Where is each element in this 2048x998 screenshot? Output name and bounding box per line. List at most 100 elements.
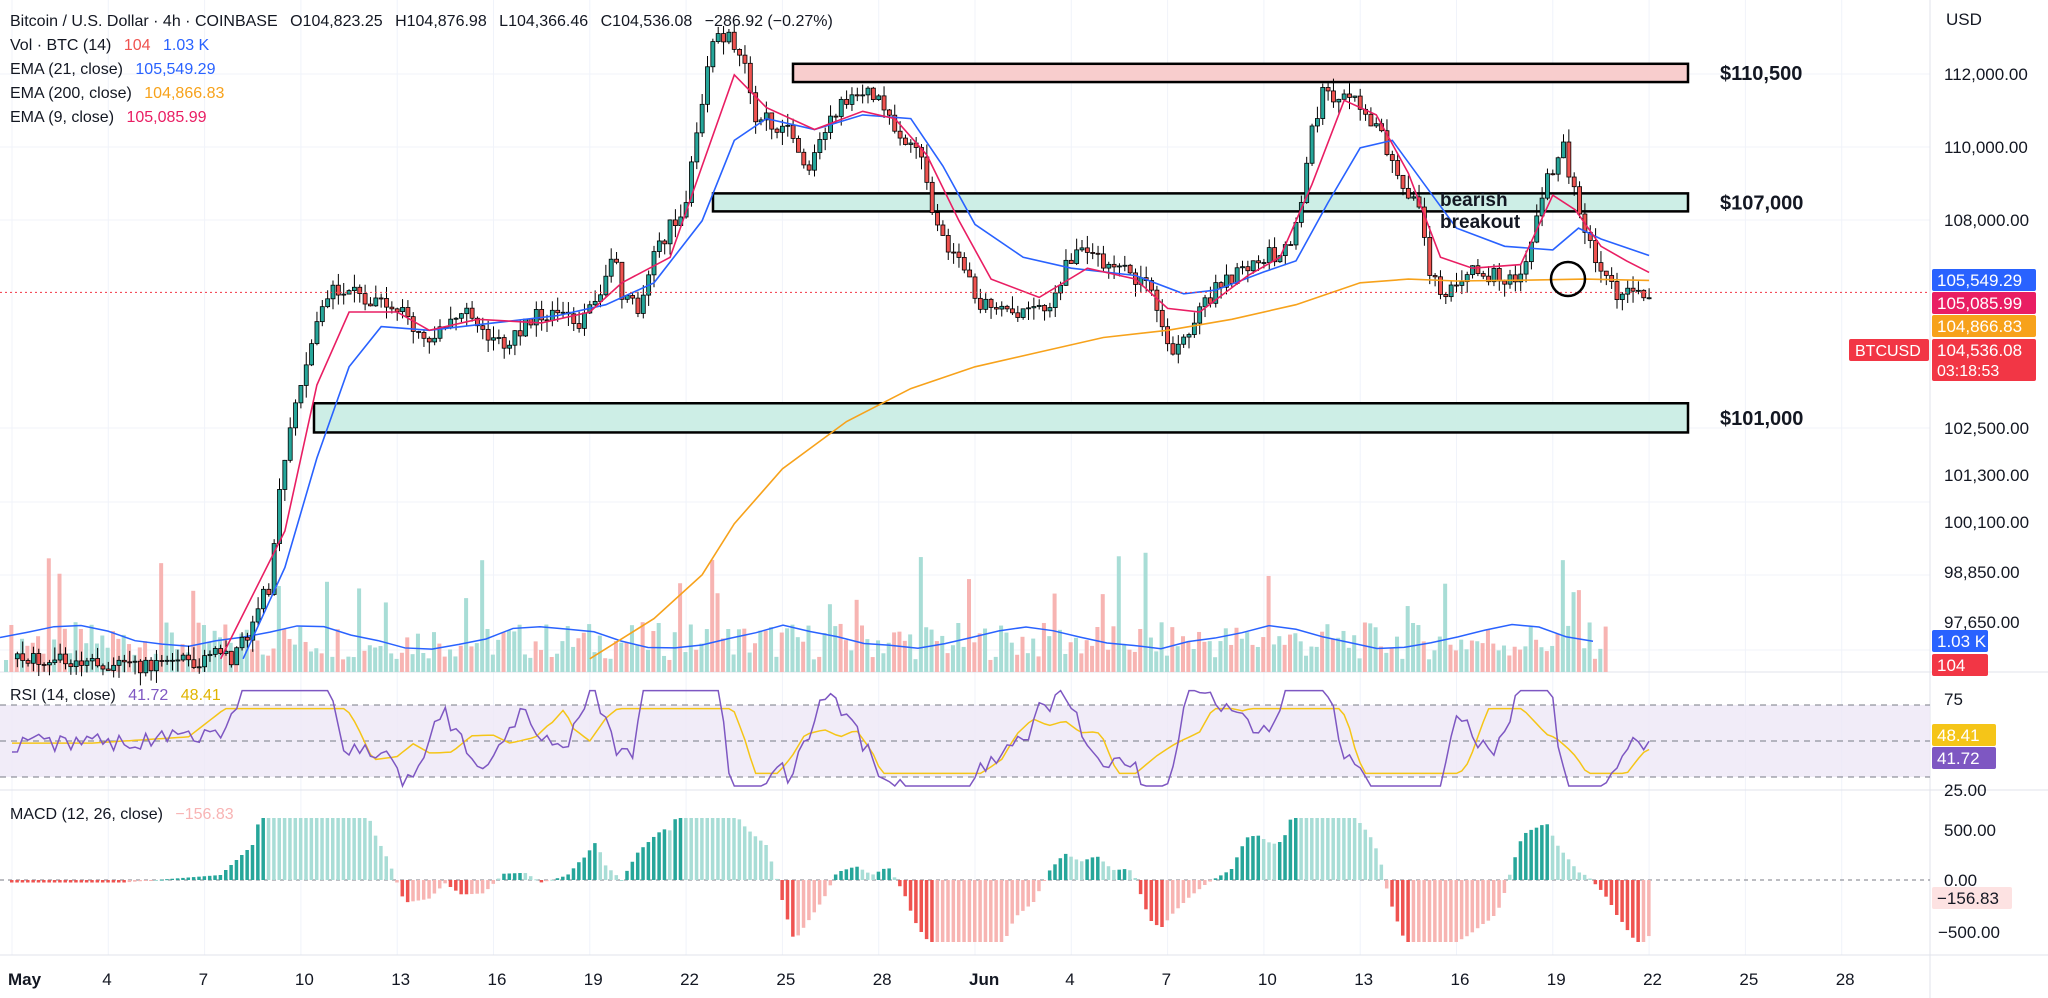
candle-body (806, 164, 812, 171)
volume-bar (1068, 642, 1073, 672)
candle-body (844, 98, 849, 105)
ema200-legend[interactable]: EMA (200, close) 104,866.83 (10, 82, 232, 106)
volume-bar (169, 632, 174, 672)
candle-body (30, 653, 36, 664)
volume-bar (849, 650, 854, 672)
volume-bar (308, 651, 313, 672)
macd-histogram-bar (898, 880, 902, 887)
ema200-price-label-bg (1932, 315, 2036, 337)
volume-bar (571, 646, 576, 672)
candle-body (967, 269, 973, 278)
macd-histogram-bar (1031, 880, 1036, 902)
candle-body (999, 305, 1005, 310)
volume-legend[interactable]: Vol · BTC (14) 104 1.03 K (10, 34, 217, 58)
macd-histogram-bar (780, 880, 784, 900)
macd-histogram-bar (84, 880, 89, 883)
ema200-legend-value: 104,866.83 (144, 85, 225, 102)
macd-histogram-bar (1625, 880, 1630, 931)
candle-body (255, 608, 261, 623)
candle-body (73, 660, 79, 668)
macd-histogram-bar (785, 880, 790, 920)
volume-bar (1384, 652, 1389, 672)
candle-body (689, 161, 694, 204)
ema9-legend[interactable]: EMA (9, close) 105,085.99 (10, 106, 215, 130)
macd-histogram-bar (582, 857, 586, 880)
macd-histogram-bar (186, 877, 191, 880)
volume-bar (833, 626, 838, 672)
macd-histogram-bar (52, 880, 57, 883)
candle-body (1052, 292, 1058, 308)
zone-label-3: $101,000 (1720, 408, 1803, 430)
macd-histogram-bar (74, 880, 78, 883)
volume-bar (57, 573, 62, 672)
macd-histogram-bar (1561, 852, 1565, 880)
volume-bar (287, 638, 292, 672)
macd-histogram-bar (577, 862, 581, 880)
macd-histogram-bar (42, 880, 46, 883)
currency-label[interactable]: USD (1946, 10, 1982, 29)
macd-legend[interactable]: MACD (12, 26, close) −156.83 (10, 803, 242, 827)
macd-histogram-bar (775, 878, 779, 880)
candle-body (170, 659, 175, 662)
candle-body (1545, 173, 1550, 199)
macd-histogram-bar (817, 880, 822, 905)
last-price-label-bg (1932, 339, 2036, 381)
candle-body (127, 661, 133, 664)
volume-bar (897, 631, 902, 672)
volume-bar (496, 639, 501, 672)
candle-body (1047, 307, 1053, 312)
candle-body (849, 94, 855, 105)
volume-bar (84, 643, 89, 672)
candle-body (57, 653, 63, 661)
time-axis-tick: 28 (873, 970, 892, 989)
candle-body (651, 251, 657, 276)
ohlc-change: −286.92 (−0.27%) (704, 13, 833, 30)
macd-histogram-bar (1315, 818, 1319, 880)
macd-histogram-bar (106, 880, 110, 883)
macd-histogram-bar (1304, 818, 1309, 880)
volume-bar (314, 648, 319, 672)
time-axis-tick: 25 (776, 970, 795, 989)
macd-histogram-bar (325, 818, 330, 880)
ema21-legend[interactable]: EMA (21, close) 105,549.29 (10, 58, 223, 82)
candle-body (571, 313, 577, 324)
breakout-circle (1549, 260, 1587, 298)
volume-bar (801, 641, 806, 672)
volume-bar (1245, 632, 1250, 672)
macd-histogram-bar (967, 880, 972, 942)
volume-bar (437, 643, 442, 672)
volume-bar (196, 622, 201, 672)
candle-body (1063, 259, 1069, 286)
time-axis-tick: Jun (969, 970, 999, 989)
volume-bar (1202, 641, 1207, 672)
time-axis-tick: 16 (488, 970, 507, 989)
candle-body (212, 648, 218, 655)
candle-body (95, 658, 100, 667)
volume-bar (132, 654, 137, 672)
candle-body (951, 251, 956, 254)
candle-body (1603, 270, 1609, 276)
macd-histogram-bar (1310, 818, 1314, 880)
macd-histogram-bar (288, 818, 292, 880)
macd-histogram-bar (213, 875, 217, 880)
rsi-legend[interactable]: RSI (14, close) 41.72 48.41 (10, 684, 229, 708)
volume-bar (1213, 657, 1218, 672)
macd-axis-tick: 500.00 (1944, 821, 1996, 840)
macd-histogram-bar (1540, 825, 1544, 880)
candle-body (143, 659, 149, 674)
volume-bar (710, 559, 715, 672)
volume-bar (432, 632, 436, 672)
macd-histogram-bar (1219, 875, 1223, 880)
macd-histogram-bar (587, 850, 592, 880)
macd-histogram-bar (1352, 818, 1357, 880)
volume-bar (983, 628, 988, 672)
candle-body (1074, 249, 1080, 264)
macd-histogram-bar (1042, 880, 1047, 881)
macd-histogram-bar (1288, 819, 1293, 880)
candle-body (1630, 287, 1636, 292)
macd-histogram-bar (1272, 843, 1277, 880)
candle-body (218, 648, 224, 654)
volume-bar (1528, 626, 1533, 672)
zone-label-1: $110,500 (1720, 63, 1802, 85)
